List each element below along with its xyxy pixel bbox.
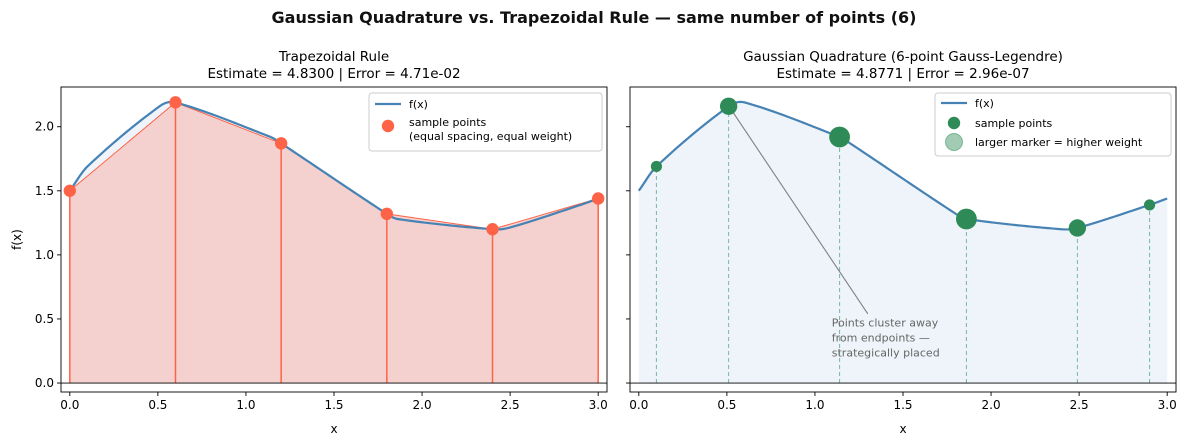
y-axis-label: f(x) xyxy=(10,229,24,250)
trapezoid-area xyxy=(69,102,599,384)
fx-curve xyxy=(68,100,599,231)
x-axis-label: x xyxy=(330,422,337,436)
panel-title: Gaussian Quadrature (6-point Gauss-Legen… xyxy=(743,49,1063,65)
legend-label: sample points xyxy=(975,117,1053,130)
x-tick-label: 2.0 xyxy=(413,398,432,412)
legend-point-swatch xyxy=(381,119,395,133)
x-tick-label: 2.0 xyxy=(982,398,1001,412)
y-tick-label: 2.0 xyxy=(35,120,54,134)
x-tick-label: 1.5 xyxy=(324,398,343,412)
panel-subtitle: Estimate = 4.8771 | Error = 2.96e-07 xyxy=(776,66,1029,82)
x-tick-label: 3.0 xyxy=(1158,398,1177,412)
legend-box xyxy=(368,92,603,152)
legend-label: f(x) xyxy=(975,97,994,110)
sample-point-2 xyxy=(274,137,288,150)
x-tick-label: 3.0 xyxy=(589,398,608,412)
sample-point-0 xyxy=(63,184,77,198)
figure-suptitle: Gaussian Quadrature vs. Trapezoidal Rule… xyxy=(271,8,917,27)
x-tick-label: 1.0 xyxy=(236,398,255,412)
legend-point-swatch xyxy=(947,116,961,130)
gaussian-panel: Points cluster away from endpoints — strat… xyxy=(626,49,1177,436)
x-tick-label: 2.5 xyxy=(501,398,520,412)
x-tick-label: 2.5 xyxy=(1070,398,1089,412)
trapezoidal-panel: 0.0 0.5 1.0 1.5 2.0 2.5 3.0 0.0 0.5 1.0 1.5 2.0 x f(x… xyxy=(10,49,608,436)
x-tick-label: 1.0 xyxy=(805,398,824,412)
legend-label: larger marker = higher weight xyxy=(975,136,1143,149)
sample-point-4 xyxy=(1068,219,1087,237)
sample-point-1 xyxy=(169,96,182,109)
annotation-arrow xyxy=(731,109,869,315)
annotation-text-line: strategically placed xyxy=(832,347,940,360)
y-tick-label: 1.0 xyxy=(35,248,54,262)
legend-box xyxy=(934,92,1172,157)
x-tick-label: 0.5 xyxy=(148,398,167,412)
y-tick-label: 1.5 xyxy=(35,184,54,198)
x-tick-label: 1.5 xyxy=(893,398,912,412)
sample-point-3 xyxy=(380,207,394,221)
y-tick-label: 0.0 xyxy=(35,376,54,390)
legend-bigpoint-swatch xyxy=(945,133,963,151)
legend-label: sample points xyxy=(409,116,487,129)
x-tick-label: 0.5 xyxy=(717,398,736,412)
x-tick-label: 0.0 xyxy=(629,398,648,412)
panel-title: Trapezoidal Rule xyxy=(278,49,389,65)
sample-point-3 xyxy=(955,208,977,230)
panel-subtitle: Estimate = 4.8300 | Error = 4.71e-02 xyxy=(207,66,460,82)
legend: f(x) sample points(equal spacing, equal w… xyxy=(368,92,603,152)
sample-point-5 xyxy=(591,192,605,205)
area-under-curve xyxy=(638,101,1168,384)
sample-point-2 xyxy=(829,126,851,148)
sample-point-0 xyxy=(650,160,662,173)
legend-label: (equal spacing, equal weight) xyxy=(409,130,572,143)
y-tick-label: 0.5 xyxy=(35,312,54,326)
x-tick-label: 0.0 xyxy=(60,398,79,412)
x-axis-label: x xyxy=(899,422,906,436)
sample-point-1 xyxy=(719,97,738,115)
annotation-text-line: from endpoints — xyxy=(832,332,930,345)
sample-point-5 xyxy=(1144,199,1156,211)
legend: f(x) sample points larger marker = higher … xyxy=(934,92,1172,157)
legend-label: f(x) xyxy=(409,98,428,111)
annotation-text-line: Points cluster away xyxy=(832,317,939,330)
sample-point-4 xyxy=(486,223,499,236)
